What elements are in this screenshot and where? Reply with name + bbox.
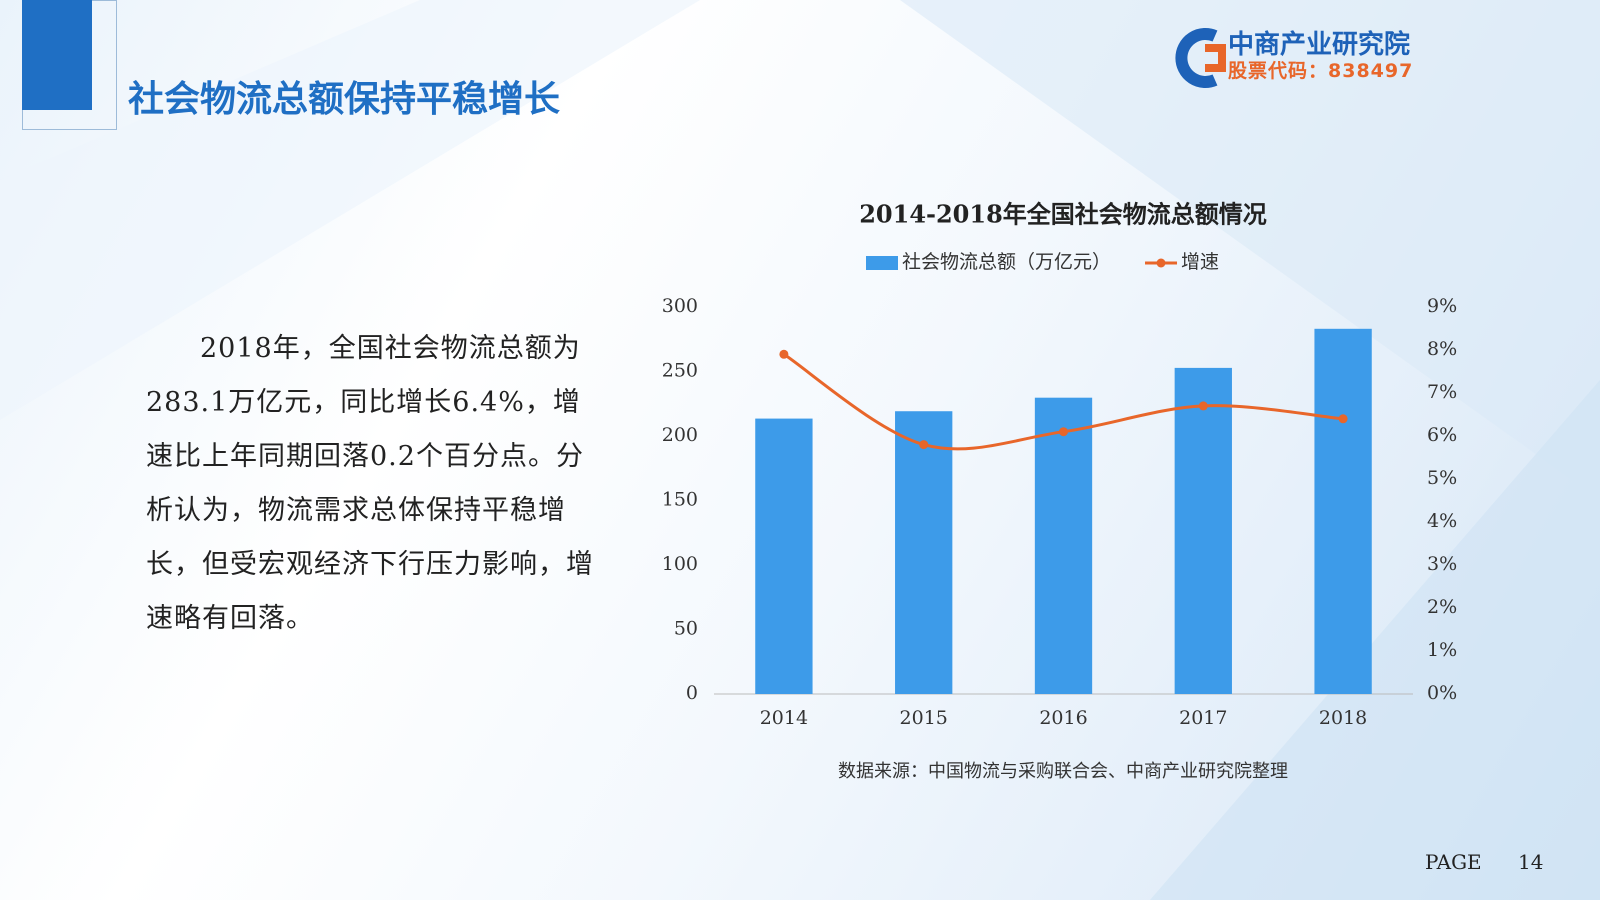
bar bbox=[755, 418, 813, 694]
slide-title: 社会物流总额保持平稳增长 bbox=[128, 78, 561, 120]
bar bbox=[1034, 397, 1093, 694]
legend-label: 社会物流总额（万亿元） bbox=[902, 251, 1111, 273]
line-point bbox=[1338, 414, 1348, 424]
source-note: 数据来源：中国物流与采购联合会、中商产业研究院整理 bbox=[838, 761, 1288, 782]
bar bbox=[1314, 328, 1372, 694]
logo-name: 中商产业研究院 bbox=[1228, 30, 1411, 60]
y-tick-label: 200 bbox=[662, 424, 698, 446]
y2-tick-label: 0% bbox=[1427, 682, 1457, 704]
y-tick-label: 50 bbox=[674, 618, 698, 640]
y2-tick-label: 4% bbox=[1427, 510, 1457, 532]
x-tick-label: 2018 bbox=[1319, 707, 1367, 729]
line-point bbox=[919, 440, 929, 450]
line bbox=[783, 353, 1344, 451]
y2-tick-label: 7% bbox=[1427, 381, 1457, 403]
logo-code: 股票代码：838497 bbox=[1228, 60, 1414, 82]
legend-label: 增速 bbox=[1181, 251, 1219, 273]
line-point bbox=[1059, 427, 1068, 437]
legend-swatch bbox=[866, 256, 898, 270]
y2-tick-label: 5% bbox=[1427, 467, 1457, 489]
bar bbox=[1174, 367, 1232, 694]
y-tick-label: 300 bbox=[662, 295, 698, 317]
y2-tick-label: 2% bbox=[1427, 596, 1457, 618]
chart-title: 2014-2018年全国社会物流总额情况 bbox=[859, 200, 1267, 229]
line-point bbox=[1198, 401, 1208, 411]
y2-tick-label: 9% bbox=[1427, 295, 1457, 317]
body-text: 2018年，全国社会物流总额为283.1万亿元，同比增长6.4%，增速比上年同期… bbox=[146, 333, 594, 634]
y-tick-label: 0 bbox=[686, 682, 698, 704]
x-tick-label: 2015 bbox=[900, 707, 948, 729]
page-label: PAGE bbox=[1425, 850, 1482, 874]
y2-tick-label: 6% bbox=[1427, 424, 1457, 446]
y2-tick-label: 3% bbox=[1427, 553, 1457, 575]
x-tick-label: 2017 bbox=[1179, 707, 1227, 729]
y-tick-label: 150 bbox=[662, 489, 698, 511]
y-tick-label: 250 bbox=[662, 360, 698, 382]
legend-swatch bbox=[1156, 258, 1166, 268]
bar bbox=[895, 411, 953, 694]
page-number: 14 bbox=[1518, 850, 1544, 874]
y-tick-label: 100 bbox=[662, 553, 698, 575]
x-tick-label: 2014 bbox=[760, 707, 808, 729]
y2-tick-label: 8% bbox=[1427, 338, 1457, 360]
x-tick-label: 2016 bbox=[1039, 707, 1087, 729]
line-point bbox=[779, 349, 789, 359]
y2-tick-label: 1% bbox=[1427, 639, 1457, 661]
title-bar bbox=[22, 0, 92, 110]
